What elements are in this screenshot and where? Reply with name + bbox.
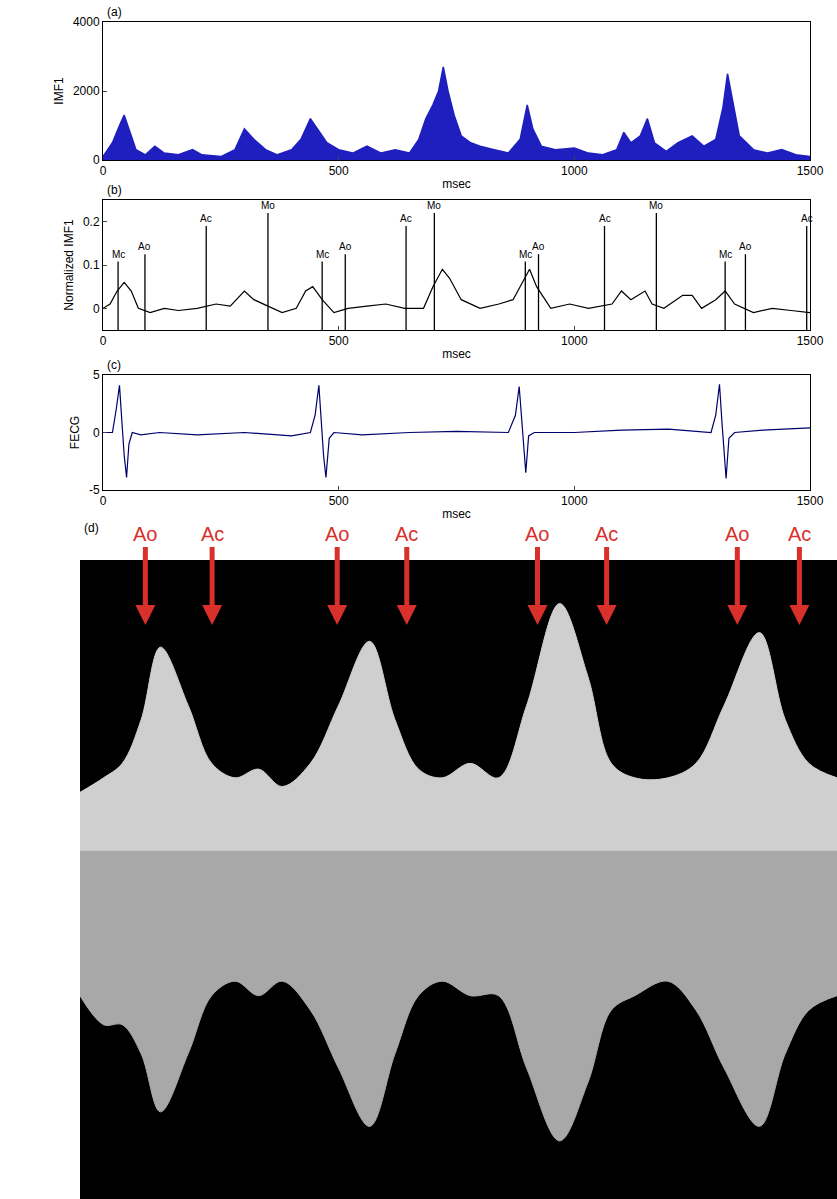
svg-text:0: 0 — [93, 153, 100, 167]
svg-text:Ao: Ao — [739, 241, 752, 252]
svg-text:msec: msec — [442, 347, 471, 361]
svg-text:1500: 1500 — [797, 494, 824, 508]
svg-text:1500: 1500 — [797, 164, 824, 178]
svg-text:0: 0 — [100, 494, 107, 508]
svg-text:(a): (a) — [107, 5, 122, 19]
svg-text:msec: msec — [442, 177, 471, 191]
svg-text:(d): (d) — [84, 521, 99, 535]
svg-text:Ao: Ao — [325, 523, 349, 545]
svg-text:0.2: 0.2 — [83, 215, 100, 229]
svg-text:Ac: Ac — [201, 523, 224, 545]
svg-text:1500: 1500 — [797, 334, 824, 348]
svg-text:500: 500 — [329, 164, 349, 178]
svg-text:0: 0 — [93, 426, 100, 440]
svg-text:Ac: Ac — [595, 523, 618, 545]
svg-text:(b): (b) — [107, 183, 122, 197]
svg-text:Ao: Ao — [133, 523, 157, 545]
svg-text:Ac: Ac — [395, 523, 418, 545]
svg-text:Ac: Ac — [801, 213, 813, 224]
svg-text:Normalized IMF1: Normalized IMF1 — [62, 219, 76, 311]
svg-text:Mc: Mc — [519, 249, 532, 260]
svg-text:500: 500 — [329, 334, 349, 348]
svg-text:Ac: Ac — [400, 213, 412, 224]
svg-text:FECG: FECG — [68, 416, 82, 449]
svg-text:Ac: Ac — [788, 523, 811, 545]
svg-text:Ao: Ao — [525, 523, 549, 545]
svg-text:Mo: Mo — [427, 200, 441, 211]
svg-text:Ao: Ao — [339, 241, 352, 252]
svg-text:Ac: Ac — [200, 213, 212, 224]
svg-text:Ao: Ao — [532, 241, 545, 252]
svg-text:Mc: Mc — [316, 249, 329, 260]
svg-text:Ao: Ao — [725, 523, 749, 545]
svg-text:1000: 1000 — [561, 494, 588, 508]
svg-text:0: 0 — [100, 334, 107, 348]
svg-text:0: 0 — [100, 164, 107, 178]
svg-text:0.1: 0.1 — [83, 258, 100, 272]
svg-text:msec: msec — [442, 507, 471, 521]
svg-text:-5: -5 — [89, 483, 100, 497]
svg-text:Mo: Mo — [649, 200, 663, 211]
svg-text:4000: 4000 — [73, 15, 100, 29]
svg-text:(c): (c) — [107, 358, 121, 372]
svg-text:IMF1: IMF1 — [52, 77, 66, 105]
svg-text:5: 5 — [93, 368, 100, 382]
svg-text:Ao: Ao — [138, 241, 151, 252]
svg-text:500: 500 — [329, 494, 349, 508]
svg-text:Mc: Mc — [112, 249, 125, 260]
svg-text:Mc: Mc — [719, 249, 732, 260]
svg-text:1000: 1000 — [561, 164, 588, 178]
svg-text:Mo: Mo — [261, 200, 275, 211]
svg-text:1000: 1000 — [561, 334, 588, 348]
svg-text:Ac: Ac — [599, 213, 611, 224]
svg-text:2000: 2000 — [73, 84, 100, 98]
svg-text:0: 0 — [93, 302, 100, 316]
